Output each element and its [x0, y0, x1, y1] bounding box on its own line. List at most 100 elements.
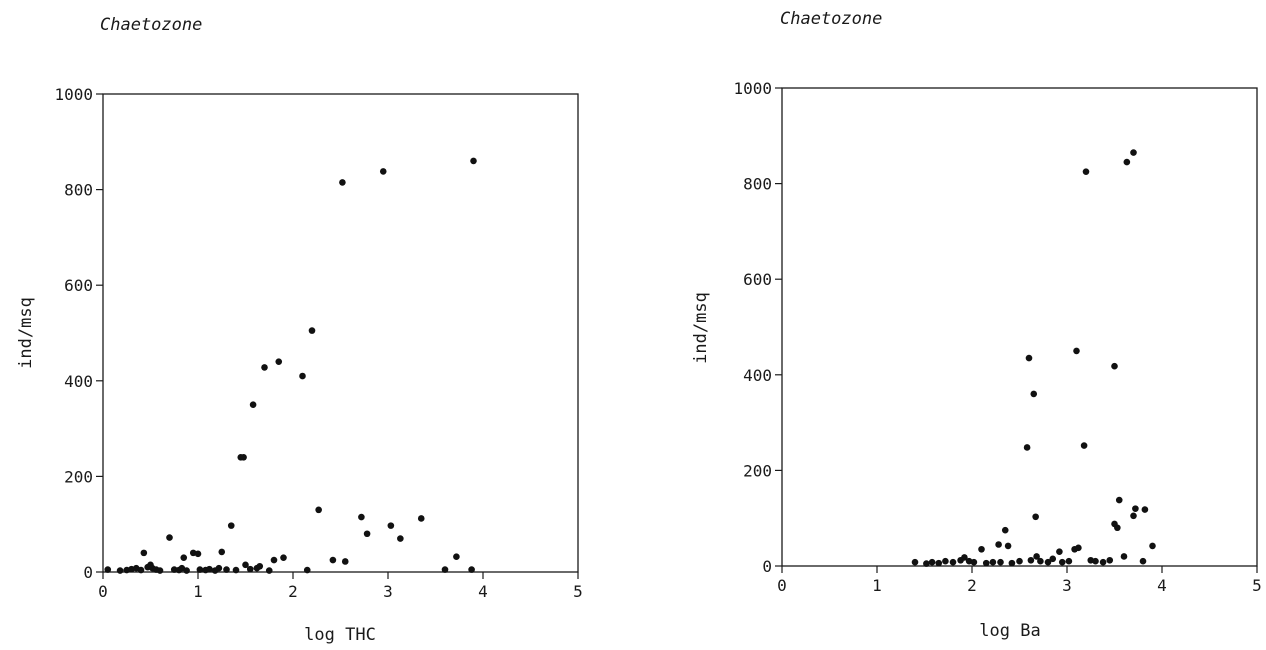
axis-ticks-ba: 0 1 2 3 4 5 0 200 400 600 800 1000 [733, 79, 1261, 595]
data-point [280, 554, 287, 561]
x-tick-label: 2 [967, 576, 977, 595]
x-axis-label-thc: log THC [304, 625, 376, 645]
data-point [397, 535, 404, 542]
data-points-ba [911, 149, 1156, 567]
data-point [470, 157, 477, 165]
data-point [358, 513, 365, 521]
data-point [928, 558, 936, 566]
data-point [970, 558, 978, 566]
data-point [140, 549, 148, 557]
data-point [1065, 557, 1073, 565]
y-tick-label: 1000 [733, 79, 772, 98]
y-tick-label: 200 [64, 467, 93, 486]
data-point [1132, 505, 1139, 512]
data-point [166, 534, 173, 541]
data-point [1075, 544, 1082, 552]
y-tick-label: 800 [743, 175, 772, 194]
data-point [156, 567, 164, 574]
data-point [949, 558, 957, 566]
x-tick-label: 0 [777, 576, 787, 595]
data-point [417, 515, 425, 522]
data-point [261, 364, 268, 371]
data-point [363, 530, 371, 538]
plot-frame-ba [781, 87, 1258, 567]
x-tick-label: 0 [98, 582, 108, 601]
x-tick-label: 1 [872, 576, 882, 595]
y-tick-label: 0 [762, 557, 772, 576]
data-point [329, 556, 337, 564]
data-point [249, 401, 257, 409]
data-point [1130, 512, 1137, 520]
data-point [215, 564, 223, 572]
plot-frame-thc [102, 93, 579, 573]
chart-title-thc: Chaetozone [100, 15, 202, 35]
chart-panel-thc: Chaetozone log THC ind/msq 0 1 2 3 4 5 0 200 400… [16, 15, 583, 645]
x-tick-label: 5 [1252, 576, 1262, 595]
data-point [180, 554, 188, 561]
data-point [137, 566, 145, 574]
data-point [387, 522, 395, 529]
data-point [194, 550, 202, 558]
data-point [1037, 557, 1044, 565]
data-point [995, 541, 1002, 548]
data-point [453, 553, 460, 561]
data-point [1123, 158, 1131, 166]
x-tick-label: 3 [383, 582, 393, 601]
data-point [1056, 548, 1063, 555]
data-point [468, 566, 475, 573]
data-point [1120, 553, 1128, 560]
data-point [1115, 496, 1123, 504]
data-point [961, 554, 968, 561]
data-point [1030, 390, 1038, 398]
x-tick-label: 4 [1157, 576, 1167, 595]
data-point [989, 558, 997, 566]
data-point [339, 179, 346, 186]
data-point [116, 567, 124, 574]
y-tick-label: 400 [743, 366, 772, 385]
data-point [1141, 506, 1149, 513]
data-point [978, 545, 985, 553]
data-point [935, 559, 943, 567]
axis-ticks-thc: 0 1 2 3 4 5 0 200 400 600 800 1000 [54, 85, 582, 601]
data-point [1033, 553, 1040, 560]
data-point [1027, 556, 1035, 564]
data-point [256, 562, 264, 570]
data-point [170, 566, 178, 573]
data-point [1008, 559, 1016, 567]
y-tick-label: 0 [83, 563, 93, 582]
x-tick-label: 5 [573, 582, 583, 601]
chart-title-ba: Chaetozone [780, 9, 882, 29]
data-point [1049, 555, 1057, 563]
data-point [923, 560, 930, 567]
data-point [341, 558, 349, 565]
data-point [1073, 347, 1080, 355]
data-point [303, 566, 311, 574]
data-point [1082, 168, 1090, 175]
y-tick-label: 400 [64, 372, 93, 391]
x-tick-label: 1 [193, 582, 203, 601]
data-point [1032, 513, 1039, 521]
data-point [1023, 444, 1031, 451]
data-point [1044, 558, 1052, 566]
data-point [1016, 557, 1023, 565]
x-tick-label: 2 [288, 582, 298, 601]
data-point [206, 565, 213, 573]
data-point [308, 327, 316, 334]
data-point [183, 567, 190, 574]
data-point [942, 557, 949, 565]
data-point [223, 566, 230, 573]
data-point [265, 567, 273, 574]
data-point [1025, 354, 1033, 362]
data-point [1111, 362, 1118, 370]
data-point [1058, 558, 1066, 566]
x-axis-label-ba: log Ba [979, 621, 1040, 641]
data-point [270, 556, 278, 564]
y-tick-label: 1000 [54, 85, 93, 104]
data-point [1092, 557, 1099, 565]
y-tick-label: 800 [64, 181, 93, 200]
x-tick-label: 4 [478, 582, 488, 601]
data-point [1149, 542, 1156, 550]
y-tick-label: 200 [743, 461, 772, 480]
y-axis-label-ba: ind/msq [691, 292, 711, 364]
